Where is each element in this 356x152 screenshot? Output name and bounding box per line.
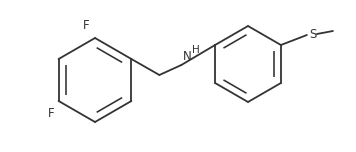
Text: F: F bbox=[48, 107, 54, 120]
Text: N: N bbox=[183, 50, 192, 63]
Text: H: H bbox=[192, 45, 200, 55]
Text: F: F bbox=[82, 19, 89, 32]
Text: S: S bbox=[309, 29, 316, 41]
